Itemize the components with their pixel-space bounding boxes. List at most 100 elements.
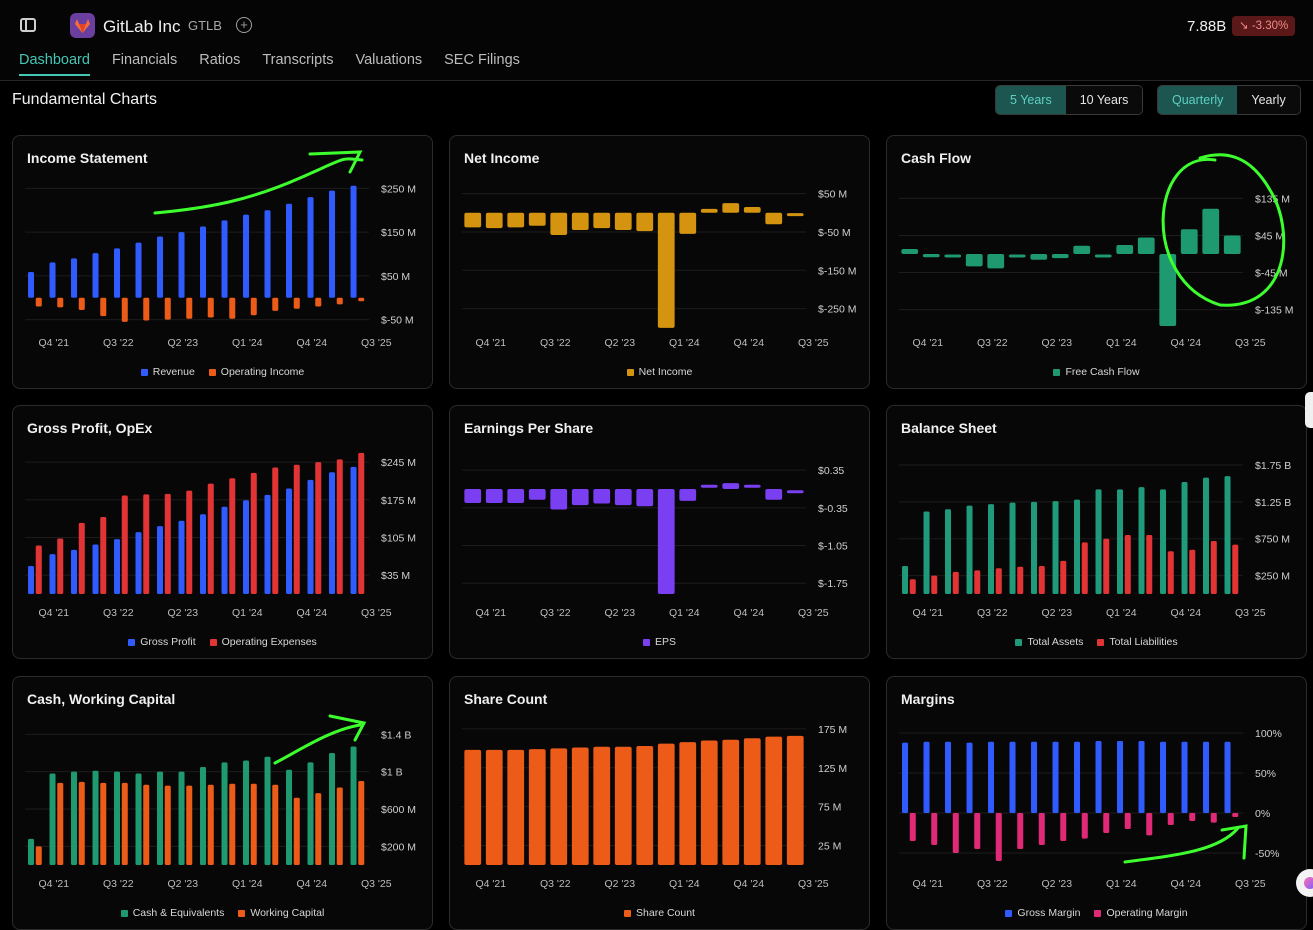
bar-revenue[interactable] — [243, 214, 250, 298]
bar-operating-margin[interactable] — [1210, 813, 1217, 823]
bar-share-count[interactable] — [765, 736, 783, 865]
legend-item[interactable]: Operating Income — [208, 366, 304, 378]
tab-financials[interactable]: Financials — [111, 52, 178, 68]
bar-gross-profit[interactable] — [92, 544, 99, 594]
bar-free-cash-flow[interactable] — [922, 254, 940, 258]
bar-working-capital[interactable] — [121, 782, 128, 865]
bar-total-liabilities[interactable] — [1232, 544, 1239, 594]
bar-gross-margin[interactable] — [1117, 741, 1124, 813]
bar-free-cash-flow[interactable] — [1094, 254, 1112, 258]
bar-total-liabilities[interactable] — [931, 575, 938, 594]
bar-free-cash-flow[interactable] — [987, 254, 1005, 269]
bar-working-capital[interactable] — [100, 782, 107, 865]
bar-free-cash-flow[interactable] — [1008, 254, 1026, 258]
bar-cash-equivalents[interactable] — [28, 838, 35, 865]
bar-gross-profit[interactable] — [178, 520, 185, 594]
period-option-quarterly[interactable]: Quarterly — [1158, 86, 1238, 114]
bar-eps[interactable] — [528, 489, 546, 500]
bar-gross-margin[interactable] — [923, 741, 930, 813]
bar-eps[interactable] — [636, 489, 654, 507]
bar-operating-income[interactable] — [78, 297, 85, 310]
bar-total-assets[interactable] — [966, 505, 973, 594]
bar-net-income[interactable] — [550, 212, 568, 236]
bar-revenue[interactable] — [28, 271, 35, 298]
bar-share-count[interactable] — [722, 739, 740, 865]
bar-operating-expenses[interactable] — [35, 545, 42, 594]
bar-share-count[interactable] — [700, 740, 718, 865]
bar-operating-income[interactable] — [315, 297, 322, 307]
bar-share-count[interactable] — [636, 746, 654, 865]
bar-gross-profit[interactable] — [221, 506, 228, 594]
legend-item[interactable]: Operating Expenses — [209, 636, 317, 648]
bar-cash-equivalents[interactable] — [135, 773, 142, 865]
bar-gross-margin[interactable] — [1074, 741, 1081, 813]
plus-circle-icon[interactable]: + — [236, 17, 252, 33]
bar-net-income[interactable] — [485, 212, 503, 229]
bar-total-liabilities[interactable] — [1189, 549, 1196, 594]
bar-total-assets[interactable] — [1009, 502, 1016, 594]
bar-operating-expenses[interactable] — [358, 452, 365, 594]
bar-cash-equivalents[interactable] — [286, 769, 293, 865]
bar-eps[interactable] — [700, 484, 718, 488]
bar-operating-margin[interactable] — [909, 813, 916, 841]
bar-gross-profit[interactable] — [71, 549, 78, 594]
tab-transcripts[interactable]: Transcripts — [262, 52, 334, 68]
bar-net-income[interactable] — [464, 212, 482, 228]
bar-revenue[interactable] — [286, 203, 293, 298]
bar-working-capital[interactable] — [272, 784, 279, 865]
legend-item[interactable]: Gross Margin — [1005, 907, 1080, 919]
bar-working-capital[interactable] — [186, 785, 193, 865]
side-handle[interactable] — [1305, 392, 1313, 428]
bar-total-assets[interactable] — [1052, 501, 1059, 594]
bar-net-income[interactable] — [528, 212, 546, 226]
bar-net-income[interactable] — [636, 212, 654, 232]
bar-total-liabilities[interactable] — [909, 579, 916, 594]
bar-total-assets[interactable] — [945, 509, 952, 594]
bar-operating-income[interactable] — [336, 297, 343, 305]
bar-gross-profit[interactable] — [157, 526, 164, 594]
bar-gross-profit[interactable] — [135, 532, 142, 594]
bar-total-assets[interactable] — [1160, 489, 1167, 594]
bar-gross-margin[interactable] — [1138, 741, 1145, 813]
bar-cash-equivalents[interactable] — [329, 753, 336, 865]
bar-gross-profit[interactable] — [286, 488, 293, 594]
bar-cash-equivalents[interactable] — [114, 771, 121, 865]
bar-revenue[interactable] — [178, 232, 185, 298]
bar-eps[interactable] — [507, 489, 525, 503]
bar-free-cash-flow[interactable] — [1223, 235, 1241, 254]
bar-total-assets[interactable] — [1138, 487, 1145, 594]
bar-free-cash-flow[interactable] — [1180, 229, 1198, 254]
bar-operating-income[interactable] — [250, 297, 257, 316]
bar-total-liabilities[interactable] — [1060, 560, 1067, 594]
bar-operating-margin[interactable] — [1081, 813, 1088, 839]
bar-operating-income[interactable] — [207, 297, 214, 318]
bar-eps[interactable] — [550, 489, 568, 510]
bar-operating-expenses[interactable] — [272, 467, 279, 594]
bar-gross-profit[interactable] — [28, 566, 35, 594]
bar-gross-margin[interactable] — [1160, 741, 1167, 813]
bar-working-capital[interactable] — [207, 784, 214, 865]
bar-net-income[interactable] — [700, 208, 718, 213]
bar-operating-expenses[interactable] — [250, 472, 257, 594]
bar-gross-margin[interactable] — [966, 742, 973, 813]
bar-share-count[interactable] — [571, 747, 589, 865]
bar-operating-income[interactable] — [186, 297, 193, 319]
bar-share-count[interactable] — [743, 738, 761, 865]
bar-cash-equivalents[interactable] — [49, 773, 56, 865]
legend-item[interactable]: Net Income — [626, 366, 692, 378]
bar-free-cash-flow[interactable] — [944, 254, 962, 258]
bar-gross-profit[interactable] — [243, 500, 250, 594]
bar-eps[interactable] — [485, 489, 503, 503]
bar-total-liabilities[interactable] — [1210, 540, 1217, 594]
bar-gross-profit[interactable] — [114, 539, 121, 594]
bar-revenue[interactable] — [221, 220, 228, 298]
bar-working-capital[interactable] — [358, 781, 365, 865]
bar-operating-expenses[interactable] — [207, 483, 214, 594]
bar-working-capital[interactable] — [78, 781, 85, 865]
bar-eps[interactable] — [614, 489, 632, 506]
bar-cash-equivalents[interactable] — [350, 746, 357, 865]
legend-item[interactable]: Total Assets — [1015, 636, 1083, 648]
bar-operating-margin[interactable] — [1017, 813, 1024, 849]
bar-cash-equivalents[interactable] — [178, 771, 185, 865]
legend-item[interactable]: Free Cash Flow — [1053, 366, 1140, 378]
